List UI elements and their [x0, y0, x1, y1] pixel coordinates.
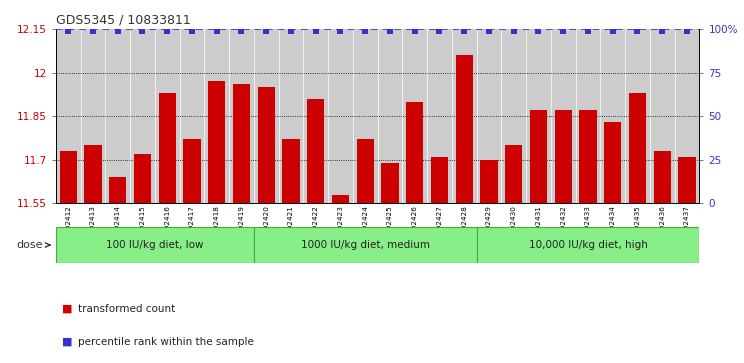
Text: transformed count: transformed count [78, 304, 176, 314]
Bar [403, 29, 427, 203]
Bar [106, 29, 130, 203]
Bar [254, 29, 278, 203]
Bar [208, 81, 225, 203]
Bar [653, 151, 671, 203]
Bar [56, 29, 80, 203]
Bar [406, 102, 423, 203]
Bar [84, 145, 102, 203]
Bar [427, 29, 452, 203]
Bar [604, 122, 621, 203]
Bar [233, 84, 250, 203]
Bar [254, 227, 477, 263]
Bar [56, 227, 254, 263]
Bar [650, 29, 675, 203]
Bar [134, 154, 151, 203]
Text: dose: dose [16, 240, 50, 250]
Bar [580, 110, 597, 203]
Bar [80, 29, 106, 203]
Text: ■: ■ [62, 304, 73, 314]
Bar [353, 29, 378, 203]
Bar [307, 99, 324, 203]
Text: ■: ■ [62, 337, 73, 347]
Text: 100 IU/kg diet, low: 100 IU/kg diet, low [106, 240, 204, 250]
Text: percentile rank within the sample: percentile rank within the sample [78, 337, 254, 347]
Bar [183, 139, 201, 203]
Bar [431, 157, 448, 203]
Text: GDS5345 / 10833811: GDS5345 / 10833811 [56, 13, 190, 26]
Bar [501, 29, 526, 203]
Bar [679, 157, 696, 203]
Bar [477, 29, 501, 203]
Bar [600, 29, 625, 203]
Bar [452, 29, 477, 203]
Bar [526, 29, 551, 203]
Bar [675, 29, 699, 203]
Bar [625, 29, 650, 203]
Bar [356, 139, 374, 203]
Bar [378, 29, 403, 203]
Bar [551, 29, 576, 203]
Bar [158, 93, 176, 203]
Bar [530, 110, 547, 203]
Text: 1000 IU/kg diet, medium: 1000 IU/kg diet, medium [301, 240, 430, 250]
Bar [179, 29, 205, 203]
Bar [282, 139, 300, 203]
Bar [554, 110, 572, 203]
Bar [328, 29, 353, 203]
Bar [60, 151, 77, 203]
Bar [304, 29, 328, 203]
Bar [130, 29, 155, 203]
Bar [505, 145, 522, 203]
Text: 10,000 IU/kg diet, high: 10,000 IU/kg diet, high [528, 240, 647, 250]
Bar [257, 87, 275, 203]
Bar [155, 29, 179, 203]
Bar [205, 29, 229, 203]
Bar [576, 29, 600, 203]
Bar [332, 195, 349, 203]
Bar [455, 55, 473, 203]
Bar [381, 163, 399, 203]
Bar [481, 160, 498, 203]
Bar [109, 177, 126, 203]
Bar [477, 227, 699, 263]
Bar [229, 29, 254, 203]
Bar [629, 93, 646, 203]
Bar [278, 29, 304, 203]
